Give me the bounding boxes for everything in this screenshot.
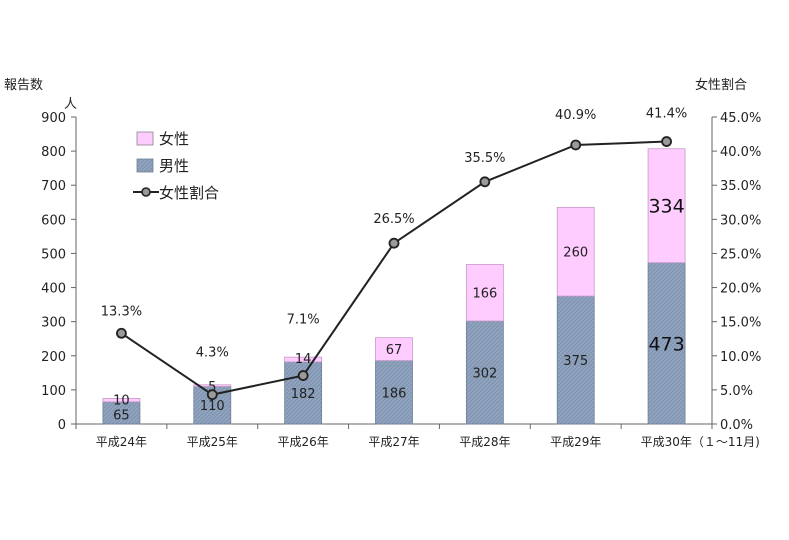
right-tick-label: 40.0% [720,145,761,160]
x-tick-label: 平成30年（１～11月) [641,435,760,449]
bar-male [556,295,595,425]
bar-value-label-male: 302 [472,366,497,381]
bar-female [375,337,413,361]
ratio-point [388,237,400,249]
right-tick-label: 25.0% [720,247,761,262]
right-tick-label: 5.0% [720,384,753,399]
left-axis-unit: 人 [64,97,77,112]
bar-female [284,356,323,363]
ratio-point [661,136,672,147]
left-tick-label: 100 [41,384,66,399]
right-axis-title: 女性割合 [695,77,747,93]
bar-value-label-female: 67 [386,343,403,358]
legend-label-ratio: 女性割合 [159,184,219,202]
ratio-value-label: 26.5% [373,212,414,227]
bar-value-label-male: 375 [563,354,588,369]
bar-female [193,384,232,387]
x-tick-labels: 平成24年 平成25年 平成26年 平成27年 平成28年 平成29年 平成30年（１～11… [96,435,760,449]
right-tick-label: 30.0% [720,213,761,228]
x-tick-label: 平成26年 [278,435,329,449]
ratio-point [297,370,309,381]
bar-value-label-male: 65 [113,408,130,423]
ratio-point [116,327,127,339]
bar-value-label-male: 182 [291,387,316,402]
right-tick-labels: 0.0% 5.0% 10.0% 15.0% 20.0% 25.0% 30.0% 35.0% 40… [720,111,761,433]
bar-female [465,263,504,322]
bar-male [647,262,686,425]
bar-value-label-female: 10 [113,393,130,408]
ratio-point [479,176,491,188]
left-tick-label: 500 [41,247,66,262]
x-tick-label: 平成24年 [96,435,147,449]
ratio-value-label: 7.1% [287,313,320,328]
right-tick-label: 0.0% [720,418,753,433]
left-tick-labels: 0 100 200 300 400 500 600 700 800 900 [41,111,66,433]
left-tick-label: 600 [41,213,66,228]
ratio-value-label: 13.3% [101,304,142,319]
left-axis-title: 報告数 [4,78,43,93]
legend-label-male: 男性 [159,157,189,175]
left-tick-label: 800 [41,145,66,160]
ratio-point [206,389,218,401]
ratio-line-series: 13.3% 4.3% 7.1% 26.5% 35.5% 40.9% 41.4% [101,107,687,401]
ratio-value-label: 41.4% [646,107,687,122]
legend-swatch-female [136,131,154,146]
ratio-value-label: 4.3% [196,346,229,361]
bar-value-label-female: 166 [472,287,497,302]
legend-swatch-male [136,158,154,173]
bar-value-label-male: 473 [648,333,684,355]
right-tick-label: 10.0% [720,350,761,365]
right-tick-label: 45.0% [720,111,761,126]
bar-male [465,320,504,425]
legend-marker-ratio [141,187,151,197]
bar-value-label-female: 14 [295,352,312,367]
left-tick-label: 300 [41,316,66,331]
left-tick-label: 900 [41,111,66,126]
bar-value-label-male: 110 [200,399,225,414]
left-tick-label: 0 [58,418,66,433]
bar-value-label-male: 186 [382,386,407,401]
bar-value-label-female: 5 [208,380,216,395]
x-tick-label: 平成25年 [187,435,238,449]
bar-male [375,360,413,425]
right-tick-label: 15.0% [720,316,761,331]
ratio-value-label: 40.9% [555,108,596,123]
legend-label-female: 女性 [159,130,189,148]
x-tick-label: 平成27年 [368,435,419,449]
bar-female [102,398,141,403]
bar-value-label-female: 334 [648,196,684,218]
ratio-value-label: 35.5% [464,151,505,166]
x-tick-label: 平成28年 [459,435,510,449]
x-tick-label: 平成29年 [550,435,601,449]
right-tick-label: 35.0% [720,179,761,194]
bar-female [556,206,595,297]
bar-female [647,148,686,264]
left-tick-label: 200 [41,350,66,365]
right-tick-label: 20.0% [720,282,761,297]
bar-value-label-female: 260 [563,246,588,261]
ratio-point [570,139,582,151]
left-tick-label: 700 [41,179,66,194]
left-tick-label: 400 [41,282,66,297]
